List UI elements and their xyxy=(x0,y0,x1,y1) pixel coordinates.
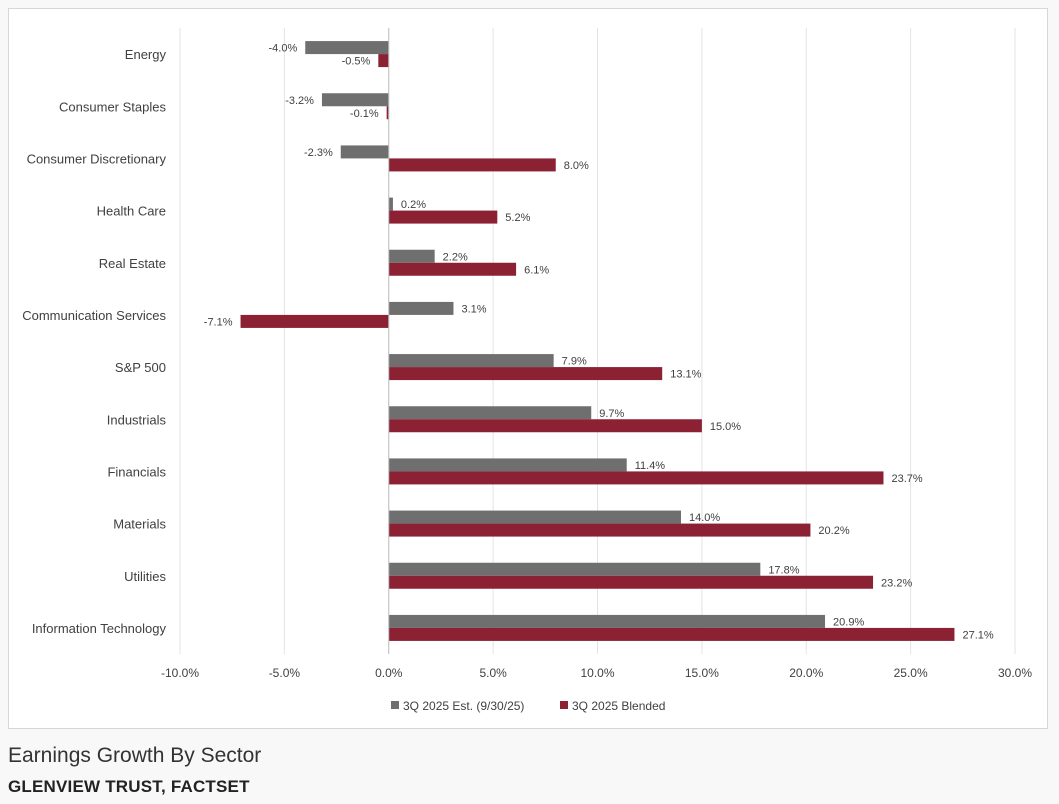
data-label: -3.2% xyxy=(285,95,314,107)
x-tick-label: 30.0% xyxy=(998,666,1032,680)
x-tick-label: 20.0% xyxy=(789,666,823,680)
data-label: 20.9% xyxy=(833,616,864,628)
category-label: S&P 500 xyxy=(115,360,166,375)
bar-blended xyxy=(388,627,955,641)
data-label: -7.1% xyxy=(204,316,233,328)
bar-blended xyxy=(388,575,874,589)
data-label: 0.2% xyxy=(401,199,426,211)
bar-blended xyxy=(388,262,517,276)
legend-swatch xyxy=(560,701,568,709)
bar-blended xyxy=(388,367,663,381)
bar-blended xyxy=(388,471,884,485)
category-label: Utilities xyxy=(124,569,166,584)
chart-source: GLENVIEW TRUST, FACTSET xyxy=(8,777,250,796)
data-label: -0.1% xyxy=(350,108,379,120)
category-label: Energy xyxy=(125,47,167,62)
category-label: Communication Services xyxy=(22,308,166,323)
bar-estimate xyxy=(340,145,389,159)
chart-caption-title: Earnings Growth By Sector xyxy=(8,744,262,767)
data-label: -2.3% xyxy=(304,147,333,159)
data-label: 23.2% xyxy=(881,577,912,589)
bar-blended xyxy=(388,419,702,433)
x-tick-label: 0.0% xyxy=(375,666,403,680)
bar-estimate xyxy=(305,41,389,55)
category-label: Health Care xyxy=(97,204,166,219)
data-label: 20.2% xyxy=(818,525,849,537)
legend-label: 3Q 2025 Blended xyxy=(572,699,665,713)
bar-estimate xyxy=(388,197,393,211)
bar-blended xyxy=(240,314,389,328)
data-label: 15.0% xyxy=(710,421,741,433)
bar-estimate xyxy=(321,93,389,107)
bar-estimate xyxy=(388,301,454,315)
bar-blended xyxy=(388,523,811,537)
bar-estimate xyxy=(388,406,592,420)
x-tick-label: 10.0% xyxy=(580,666,614,680)
category-label: Real Estate xyxy=(99,256,166,271)
bar-blended xyxy=(386,106,389,120)
data-label: 23.7% xyxy=(891,473,922,485)
category-label: Consumer Staples xyxy=(59,99,166,114)
legend-label: 3Q 2025 Est. (9/30/25) xyxy=(403,699,524,713)
data-label: 2.2% xyxy=(443,251,468,263)
bar-blended xyxy=(378,54,389,68)
data-label: -0.5% xyxy=(342,56,371,68)
x-tick-label: 25.0% xyxy=(894,666,928,680)
category-label: Financials xyxy=(107,464,166,479)
category-label: Consumer Discretionary xyxy=(27,151,167,166)
data-label: 5.2% xyxy=(505,212,530,224)
x-tick-label: 5.0% xyxy=(479,666,507,680)
data-label: 8.0% xyxy=(564,160,589,172)
data-label: 9.7% xyxy=(599,408,624,420)
legend-swatch xyxy=(391,701,399,709)
data-label: 6.1% xyxy=(524,264,549,276)
bar-estimate xyxy=(388,614,826,628)
x-tick-label: -5.0% xyxy=(269,666,301,680)
data-label: 27.1% xyxy=(962,629,993,641)
data-label: 17.8% xyxy=(768,564,799,576)
category-label: Industrials xyxy=(107,412,167,427)
bar-estimate xyxy=(388,510,681,524)
data-label: 14.0% xyxy=(689,512,720,524)
bar-estimate xyxy=(388,562,761,576)
bar-blended xyxy=(388,158,556,172)
bar-estimate xyxy=(388,458,627,472)
data-label: 11.4% xyxy=(635,460,666,472)
earnings-growth-chart: Energy -4.0% -0.5% Consumer Staples -3.2% -0.… xyxy=(22,28,1032,713)
bar-estimate xyxy=(388,354,554,368)
bar-blended xyxy=(388,210,498,224)
x-tick-label: -10.0% xyxy=(161,666,199,680)
data-label: -4.0% xyxy=(269,43,298,55)
data-label: 7.9% xyxy=(562,356,587,368)
data-label: 3.1% xyxy=(461,303,486,315)
x-tick-label: 15.0% xyxy=(685,666,719,680)
category-label: Materials xyxy=(113,517,166,532)
data-label: 13.1% xyxy=(670,369,701,381)
category-label: Information Technology xyxy=(32,621,167,636)
bar-estimate xyxy=(388,249,435,263)
